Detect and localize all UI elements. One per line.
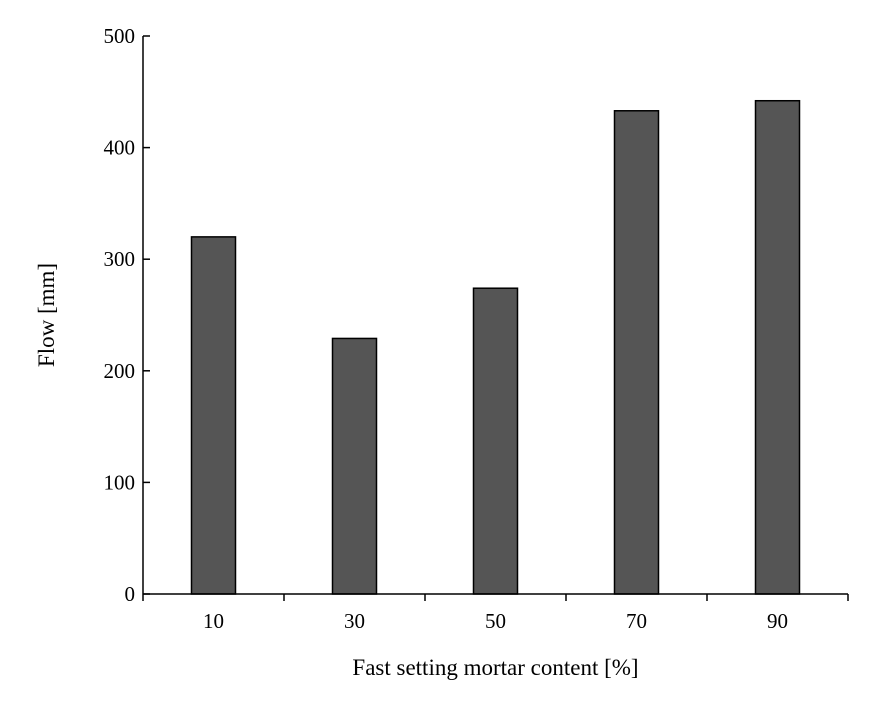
x-tick-label: 70 <box>626 609 647 633</box>
x-tick-label: 50 <box>485 609 506 633</box>
bar-30 <box>331 337 378 595</box>
x-tick-label: 30 <box>344 609 365 633</box>
bar-10 <box>190 236 237 595</box>
x-axis-title: Fast setting mortar content [%] <box>352 655 638 680</box>
x-ticks-group: 10 30 50 70 90 <box>142 594 849 633</box>
x-tick-label: 10 <box>203 609 224 633</box>
y-tick-label: 400 <box>104 136 136 160</box>
bars-group <box>190 99 801 595</box>
y-tick-label: 0 <box>125 582 136 606</box>
bar-50 <box>472 287 519 595</box>
y-tick-label: 100 <box>104 470 136 494</box>
y-tick-label: 500 <box>104 24 136 48</box>
y-tick-label: 300 <box>104 247 136 271</box>
x-tick-label: 90 <box>767 609 788 633</box>
y-axis-title: Flow [mm] <box>34 263 59 367</box>
bar-90 <box>754 99 801 595</box>
y-tick-label: 200 <box>104 359 136 383</box>
y-ticks-group: 0 100 200 300 400 500 <box>104 24 150 606</box>
bar-70 <box>613 110 660 595</box>
axes-group <box>142 36 848 595</box>
